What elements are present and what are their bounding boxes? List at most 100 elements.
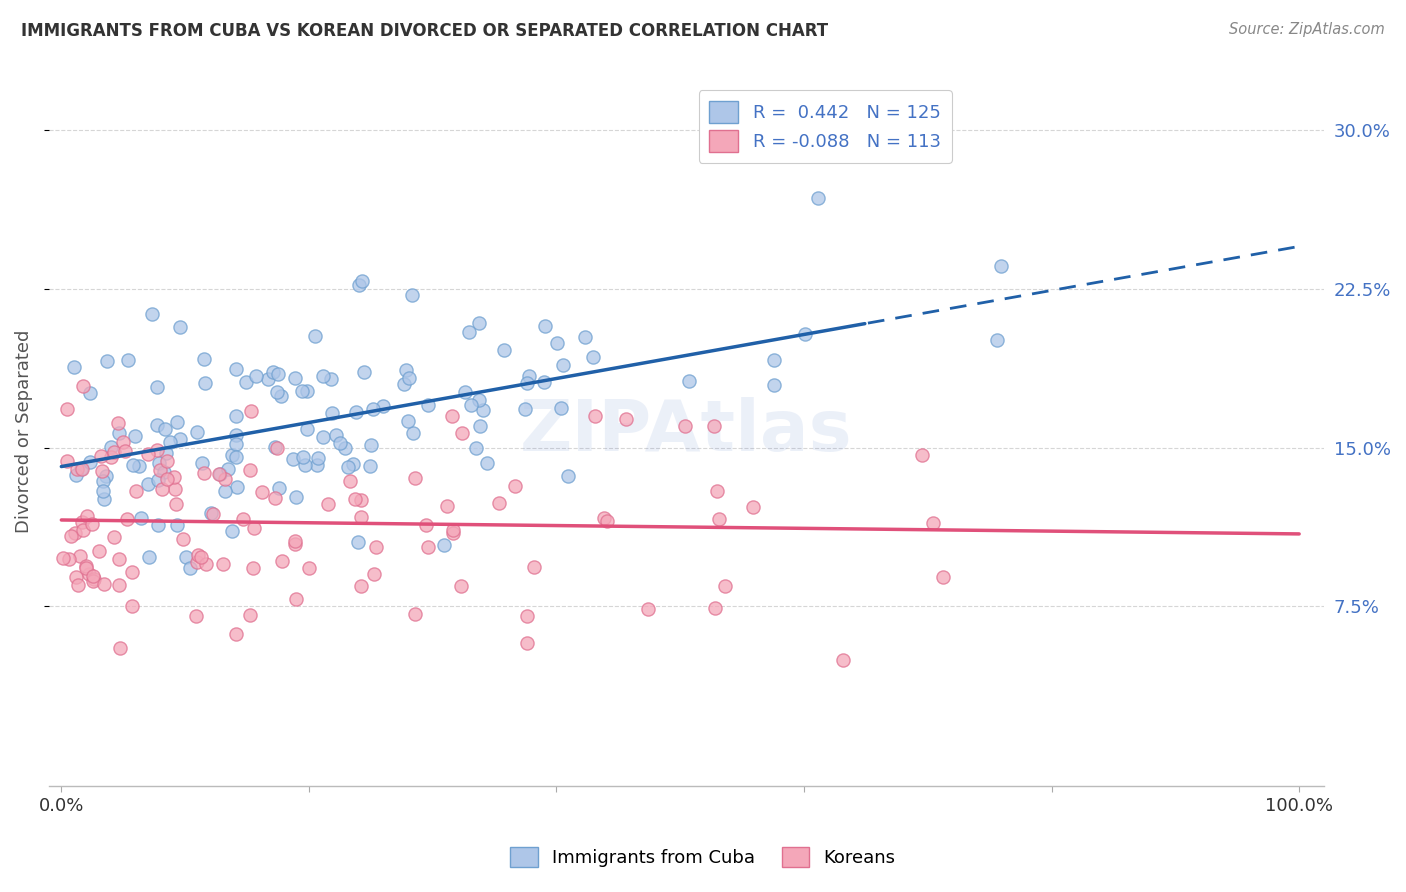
Point	[441, 526, 464, 541]
Point	[110, 640, 132, 655]
Point	[264, 440, 287, 454]
Point	[371, 399, 394, 413]
Point	[593, 511, 616, 525]
Point	[441, 523, 464, 537]
Point	[150, 483, 173, 497]
Point	[343, 491, 366, 506]
Point	[75, 559, 97, 574]
Point	[533, 375, 555, 389]
Point	[316, 497, 339, 511]
Point	[342, 458, 364, 472]
Point	[163, 470, 186, 484]
Point	[415, 517, 437, 532]
Point	[194, 557, 217, 571]
Point	[217, 462, 239, 476]
Point	[82, 574, 104, 588]
Text: Source: ZipAtlas.com: Source: ZipAtlas.com	[1229, 22, 1385, 37]
Point	[523, 560, 546, 574]
Point	[91, 484, 114, 499]
Point	[221, 448, 243, 462]
Point	[121, 565, 143, 579]
Point	[436, 500, 458, 514]
Point	[225, 409, 247, 423]
Point	[55, 454, 77, 468]
Point	[103, 530, 125, 544]
Point	[155, 446, 177, 460]
Point	[200, 506, 222, 520]
Point	[124, 429, 146, 443]
Point	[225, 450, 247, 464]
Point	[534, 318, 557, 333]
Point	[546, 336, 568, 351]
Point	[174, 549, 197, 564]
Point	[404, 471, 426, 485]
Point	[460, 398, 482, 412]
Point	[66, 462, 89, 476]
Point	[146, 380, 169, 394]
Point	[202, 507, 225, 521]
Point	[270, 554, 292, 568]
Point	[614, 412, 637, 426]
Point	[193, 466, 215, 480]
Point	[516, 608, 538, 623]
Point	[250, 485, 273, 500]
Point	[96, 468, 118, 483]
Point	[339, 474, 361, 488]
Point	[63, 525, 86, 540]
Point	[165, 483, 187, 497]
Point	[69, 549, 91, 563]
Point	[350, 579, 373, 593]
Point	[557, 468, 579, 483]
Point	[235, 375, 257, 389]
Point	[458, 325, 481, 339]
Point	[329, 435, 352, 450]
Point	[226, 480, 249, 494]
Point	[208, 467, 231, 481]
Point	[87, 544, 110, 558]
Point	[402, 426, 425, 441]
Point	[221, 524, 243, 538]
Point	[79, 386, 101, 401]
Legend: R =  0.442   N = 125, R = -0.088   N = 113: R = 0.442 N = 125, R = -0.088 N = 113	[699, 90, 952, 163]
Point	[75, 560, 97, 574]
Point	[159, 435, 181, 450]
Point	[122, 458, 145, 472]
Point	[467, 392, 489, 407]
Point	[172, 533, 194, 547]
Point	[155, 422, 177, 436]
Point	[503, 479, 526, 493]
Point	[741, 500, 763, 515]
Point	[93, 576, 115, 591]
Point	[762, 378, 785, 392]
Point	[418, 540, 440, 554]
Point	[80, 517, 103, 532]
Point	[82, 568, 104, 582]
Point	[59, 529, 82, 543]
Point	[114, 444, 136, 458]
Point	[285, 591, 308, 606]
Point	[136, 477, 159, 491]
Point	[72, 462, 94, 476]
Point	[551, 358, 574, 372]
Point	[986, 333, 1008, 347]
Point	[488, 495, 510, 509]
Point	[932, 570, 955, 584]
Point	[115, 512, 138, 526]
Point	[146, 442, 169, 457]
Point	[361, 402, 384, 417]
Point	[433, 538, 456, 552]
Point	[441, 409, 464, 423]
Point	[186, 425, 208, 439]
Point	[295, 384, 318, 398]
Point	[307, 450, 329, 465]
Point	[267, 367, 290, 381]
Point	[186, 555, 208, 569]
Point	[454, 384, 477, 399]
Point	[96, 353, 118, 368]
Point	[494, 343, 516, 357]
Point	[517, 369, 540, 384]
Point	[347, 278, 370, 293]
Point	[284, 370, 307, 384]
Point	[90, 449, 112, 463]
Point	[350, 493, 373, 508]
